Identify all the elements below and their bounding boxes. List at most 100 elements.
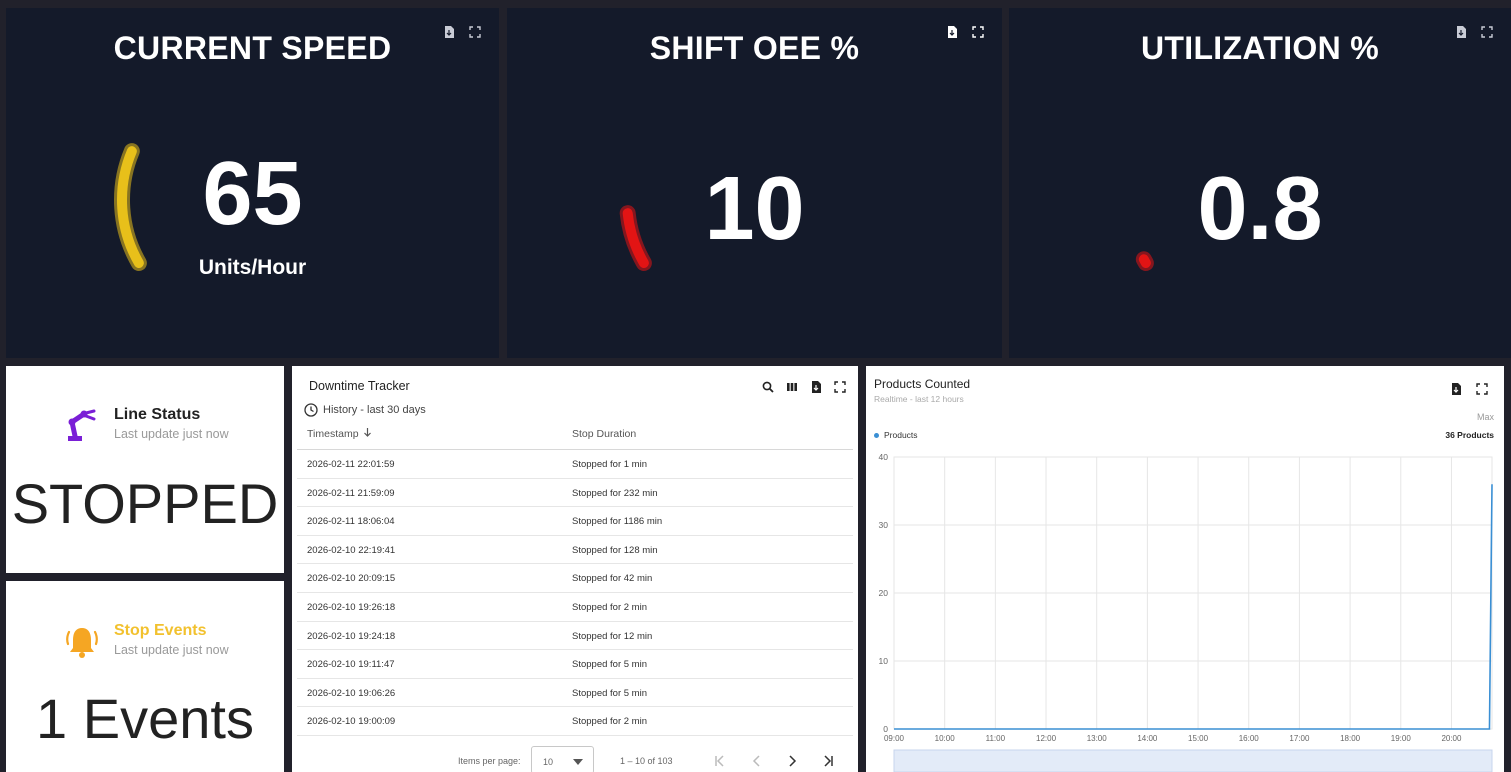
paginator: Items per page: 10 1 – 10 of 103 bbox=[292, 742, 858, 772]
table-row[interactable]: 2026-02-10 22:19:41 Stopped for 128 min bbox=[297, 536, 853, 565]
export-icon[interactable] bbox=[443, 26, 455, 38]
timestamp-cell: 2026-02-11 22:01:59 bbox=[307, 459, 395, 470]
duration-cell: Stopped for 42 min bbox=[572, 573, 653, 585]
timestamp-cell: 2026-02-10 19:26:18 bbox=[307, 601, 396, 613]
line-status-title: Line Status bbox=[114, 406, 201, 423]
chart-tools bbox=[1450, 383, 1488, 395]
items-per-page-select[interactable]: 10 bbox=[531, 746, 594, 772]
history-filter[interactable]: History - last 30 days bbox=[304, 403, 426, 417]
export-icon[interactable] bbox=[1450, 383, 1462, 395]
table-row[interactable]: 2026-02-10 19:26:18 Stopped for 2 min bbox=[297, 593, 853, 622]
timestamp-cell: 2026-02-11 18:06:04 bbox=[307, 516, 395, 528]
y-tick-label: 10 bbox=[879, 656, 889, 666]
downtime-title: Downtime Tracker bbox=[309, 379, 410, 393]
series-line-products bbox=[894, 484, 1493, 730]
prev-page-icon[interactable] bbox=[750, 754, 764, 768]
duration-cell: Stopped for 1186 min bbox=[572, 516, 663, 528]
x-tick-label: 17:00 bbox=[1289, 734, 1310, 743]
timestamp-cell: 2026-02-11 21:59:09 bbox=[307, 487, 395, 499]
duration-cell: Stopped for 12 min bbox=[572, 630, 653, 642]
timestamp-column-header[interactable]: Timestamp bbox=[307, 428, 372, 440]
gauge-arc-value bbox=[117, 146, 144, 268]
table-row[interactable]: 2026-02-10 20:09:15 Stopped for 42 min bbox=[297, 564, 853, 593]
table-header: Timestamp Stop Duration bbox=[297, 426, 853, 450]
legend-series-name[interactable]: Products bbox=[884, 430, 918, 440]
first-page-icon[interactable] bbox=[713, 754, 727, 768]
x-tick-label: 15:00 bbox=[1188, 734, 1209, 743]
stop-duration-column-header[interactable]: Stop Duration bbox=[572, 428, 637, 440]
duration-cell: Stopped for 5 min bbox=[572, 687, 647, 699]
fullscreen-icon[interactable] bbox=[834, 381, 846, 393]
table-row[interactable]: 2026-02-10 19:06:26 Stopped for 5 min bbox=[297, 679, 853, 708]
legend-marker bbox=[874, 432, 879, 438]
x-tick-label: 18:00 bbox=[1340, 734, 1361, 743]
timestamp-cell: 2026-02-10 19:06:26 bbox=[307, 687, 396, 699]
gauge-arc-value bbox=[622, 208, 649, 268]
x-tick-label: 09:00 bbox=[884, 734, 905, 743]
y-tick-label: 0 bbox=[883, 724, 888, 734]
range-navigator bbox=[893, 749, 1493, 772]
x-tick-label: 13:00 bbox=[1087, 734, 1108, 743]
line-status-card: Line Status Last update just now STOPPED bbox=[6, 366, 284, 573]
fullscreen-icon[interactable] bbox=[469, 26, 481, 38]
x-tick-label: 11:00 bbox=[986, 734, 1006, 743]
fullscreen-icon[interactable] bbox=[1476, 383, 1488, 395]
card-tools bbox=[1455, 26, 1493, 38]
clock-icon bbox=[304, 403, 318, 417]
stop-events-card: Stop Events Last update just now 1 Event… bbox=[6, 581, 284, 772]
duration-cell: Stopped for 2 min bbox=[572, 716, 647, 728]
line-status-value: STOPPED bbox=[11, 472, 279, 535]
y-tick-label: 30 bbox=[879, 520, 889, 530]
table-row[interactable]: 2026-02-11 18:06:04 Stopped for 1186 min bbox=[297, 507, 853, 536]
speed-gauge-arc bbox=[114, 143, 147, 271]
current-speed-card: CURRENT SPEED 65 Units/Hour bbox=[6, 8, 499, 358]
columns-icon[interactable] bbox=[786, 381, 798, 393]
table-row[interactable]: 2026-02-10 19:11:47 Stopped for 5 min bbox=[297, 650, 853, 679]
table-body: 2026-02-11 22:01:59 Stopped for 1 min 202… bbox=[297, 450, 853, 736]
items-per-page-value: 10 bbox=[543, 757, 554, 767]
x-tick-label: 10:00 bbox=[935, 734, 956, 743]
stop-events-value: 1 Events bbox=[36, 687, 254, 750]
search-icon[interactable] bbox=[762, 381, 774, 393]
table-row[interactable]: 2026-02-10 19:24:18 Stopped for 12 min bbox=[297, 622, 853, 651]
stop-events-text: Stop Events Last update just now bbox=[114, 622, 229, 657]
max-label: Max bbox=[1476, 412, 1494, 422]
timestamp-cell: 2026-02-10 22:19:41 bbox=[307, 544, 396, 556]
table-row[interactable]: 2026-02-10 19:00:09 Stopped for 2 min bbox=[297, 707, 853, 736]
duration-cell: Stopped for 5 min bbox=[572, 659, 647, 671]
export-icon[interactable] bbox=[946, 26, 958, 38]
fullscreen-icon[interactable] bbox=[1481, 26, 1493, 38]
table-row[interactable]: 2026-02-11 22:01:59 Stopped for 1 min bbox=[297, 450, 853, 479]
products-line-chart: 0 10 20 30 40 09:00 10:00 11:00 12:00 13:00 14:00 1… bbox=[879, 452, 1493, 772]
page-range: 1 – 10 of 103 bbox=[620, 756, 673, 766]
sort-arrow-down-icon bbox=[364, 428, 372, 437]
gauge-arc-value bbox=[1138, 254, 1151, 268]
duration-cell: Stopped for 2 min bbox=[572, 601, 647, 613]
timestamp-cell: 2026-02-10 20:09:15 bbox=[307, 573, 396, 585]
utilization-card: UTILIZATION % 0.8 bbox=[1009, 8, 1511, 358]
next-page-icon[interactable] bbox=[785, 754, 799, 768]
stop-events-title: Stop Events bbox=[114, 622, 207, 639]
export-icon[interactable] bbox=[810, 381, 822, 393]
x-tick-label: 19:00 bbox=[1391, 734, 1412, 743]
duration-cell: Stopped for 128 min bbox=[572, 544, 658, 556]
export-icon[interactable] bbox=[1455, 26, 1467, 38]
legend-series-value: 36 Products bbox=[1445, 430, 1494, 440]
stop-events-header: Stop Events Last update just now bbox=[64, 622, 229, 660]
line-status-text: Line Status Last update just now bbox=[114, 406, 229, 441]
utilization-value: 0.8 bbox=[1197, 159, 1323, 259]
table-tools bbox=[762, 381, 846, 393]
card-tools bbox=[443, 26, 481, 38]
table-row[interactable]: 2026-02-11 21:59:09 Stopped for 232 min bbox=[297, 479, 853, 508]
x-tick-label: 12:00 bbox=[1036, 734, 1057, 743]
fullscreen-icon[interactable] bbox=[972, 26, 984, 38]
y-tick-label: 20 bbox=[879, 588, 889, 598]
line-status-updated: Last update just now bbox=[114, 427, 229, 441]
last-page-icon[interactable] bbox=[821, 754, 835, 768]
utilization-gauge-arc bbox=[1135, 251, 1154, 271]
dropdown-arrow-icon bbox=[573, 759, 583, 765]
x-tick-label: 16:00 bbox=[1239, 734, 1260, 743]
timestamp-column-label: Timestamp bbox=[307, 428, 359, 440]
timestamp-cell: 2026-02-10 19:11:47 bbox=[307, 659, 395, 671]
downtime-tracker-card: Downtime Tracker History - last 30 days … bbox=[292, 366, 858, 772]
